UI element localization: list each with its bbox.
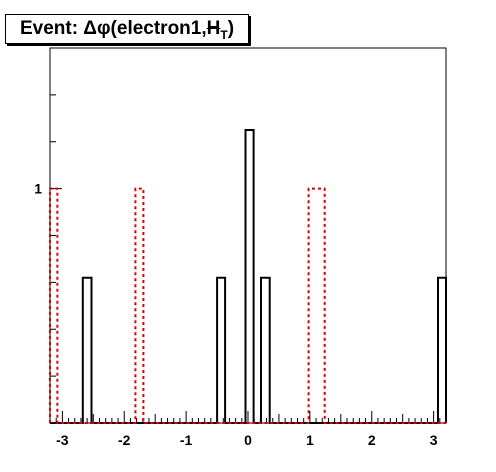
series-0 xyxy=(50,129,447,424)
x-tick-label: -3 xyxy=(56,432,69,448)
plot-frame xyxy=(49,47,447,424)
x-tick-label: 0 xyxy=(244,432,252,448)
series-0-bar xyxy=(438,278,446,423)
series-0-outline xyxy=(50,129,447,424)
x-tick-label: 2 xyxy=(368,432,376,448)
series-0-bar xyxy=(217,278,225,423)
x-axis: -3 -2 -1 0 1 2 3 xyxy=(49,411,447,448)
chart-title-close: ) xyxy=(227,18,235,39)
series-0-bar xyxy=(83,278,92,423)
series-layer xyxy=(49,129,447,424)
series-0-bar xyxy=(261,278,270,423)
chart-title-subscript: T xyxy=(220,28,228,42)
x-tick-label: -2 xyxy=(118,432,131,448)
chart-title-text: Event: Δφ(electron1, xyxy=(19,18,207,39)
series-0-bar xyxy=(246,130,254,423)
series-1 xyxy=(49,187,446,424)
series-1-bar xyxy=(50,189,57,423)
chart-title-symbol: H xyxy=(206,18,221,39)
x-tick-label: 3 xyxy=(430,432,438,448)
series-1-bar xyxy=(309,189,325,423)
series-1-bar xyxy=(135,189,143,423)
series-1-outline xyxy=(49,187,446,424)
x-tick-label: 1 xyxy=(306,432,314,448)
chart-title: Event: Δφ(electron1, H T) xyxy=(5,14,249,44)
y-tick-label: 1 xyxy=(34,181,42,197)
x-tick-label: -1 xyxy=(180,432,193,448)
